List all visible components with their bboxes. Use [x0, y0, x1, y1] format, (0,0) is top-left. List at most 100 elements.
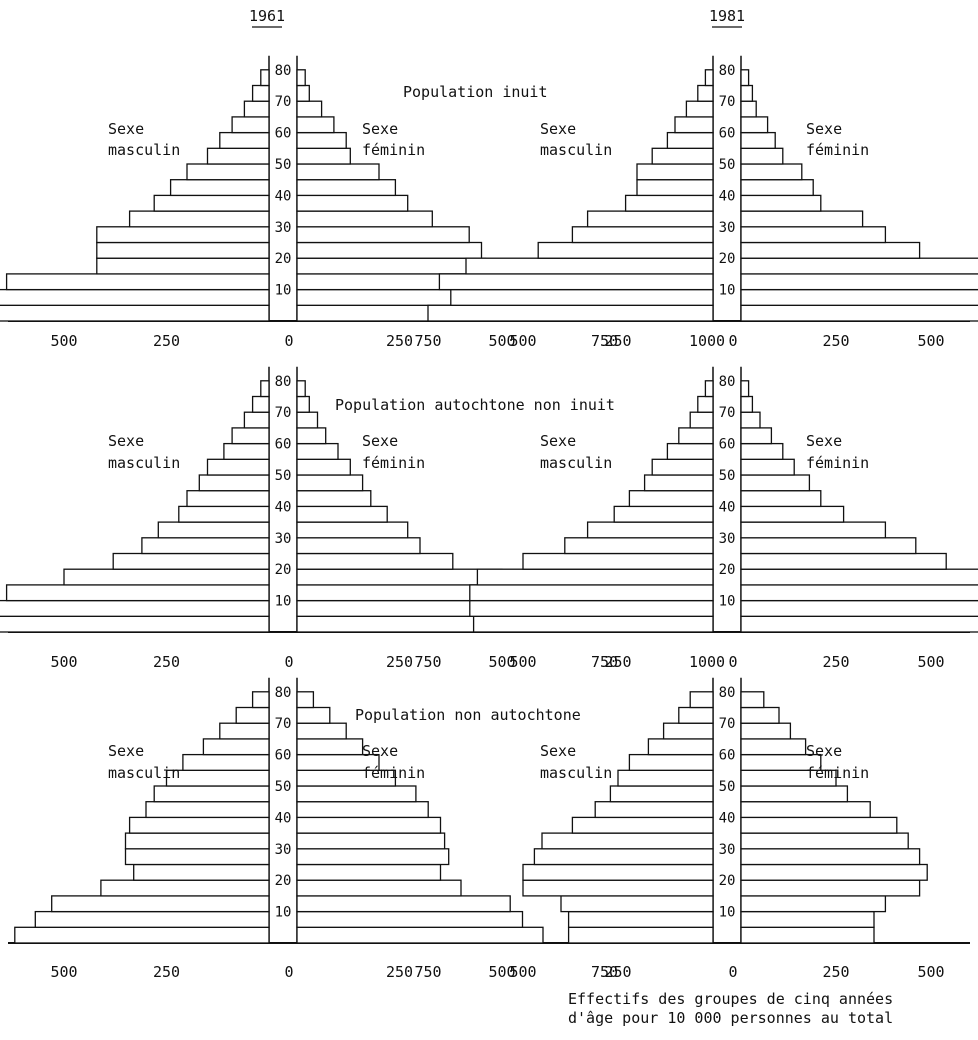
male-bar-age-5	[0, 288, 270, 306]
x-tick-0: 0	[728, 963, 737, 981]
age-tick-10: 10	[719, 905, 736, 921]
male-bar-age-60	[678, 427, 714, 445]
male-bar-age-15	[522, 879, 714, 897]
male-bar-age-0	[0, 304, 270, 322]
male-bar-age-60	[231, 116, 270, 134]
age-tick-30: 30	[275, 220, 292, 236]
female-label-line-1: Sexe	[362, 120, 398, 138]
female-label-line-1: Sexe	[806, 432, 842, 450]
age-tick-20: 20	[719, 873, 736, 889]
male-bar-age-70	[251, 84, 270, 102]
male-bar-age-5	[0, 599, 270, 617]
female-bar-age-0	[740, 926, 875, 944]
female-bar-age-20	[740, 241, 921, 259]
male-bar-age-35	[613, 505, 714, 523]
male-bar-age-75	[704, 380, 714, 398]
x-tick-female-500: 500	[488, 653, 515, 671]
age-tick-60: 60	[275, 126, 292, 142]
female-bar-age-70	[740, 395, 754, 413]
female-label-line-2: féminin	[806, 454, 869, 472]
age-tick-30: 30	[719, 220, 736, 236]
male-bar-age-5	[567, 910, 714, 928]
male-bar-age-30	[124, 832, 270, 850]
female-bar-age-15	[296, 879, 462, 897]
female-bar-age-15	[740, 257, 978, 275]
x-tick-male-250: 250	[153, 963, 180, 981]
male-bar-age-55	[666, 131, 714, 149]
age-tick-80: 80	[275, 374, 292, 390]
male-bar-age-60	[647, 738, 714, 756]
female-bar-age-40	[740, 179, 814, 197]
male-bar-age-70	[697, 395, 714, 413]
age-tick-20: 20	[275, 873, 292, 889]
footnote-line-2: d'âge pour 10 000 personnes au total	[568, 1009, 893, 1027]
age-tick-20: 20	[275, 562, 292, 578]
female-bar-age-75	[296, 69, 306, 87]
female-bar-age-65	[296, 100, 323, 118]
male-label-line-2: masculin	[108, 764, 180, 782]
male-bar-age-65	[243, 100, 270, 118]
female-bar-age-70	[740, 84, 754, 102]
x-tick-0: 0	[284, 653, 293, 671]
x-tick-male-500: 500	[50, 332, 77, 350]
x-tick-female-750: 750	[591, 653, 618, 671]
female-bar-age-55	[740, 131, 776, 149]
female-bar-age-10	[296, 895, 511, 913]
female-bar-age-75	[296, 691, 315, 709]
male-bar-age-65	[689, 411, 714, 429]
age-tick-50: 50	[719, 468, 736, 484]
female-bar-age-65	[740, 722, 792, 740]
male-label-line-2: masculin	[540, 454, 612, 472]
female-bar-age-30	[740, 832, 909, 850]
male-bar-age-60	[674, 116, 714, 134]
x-tick-female-500: 500	[917, 653, 944, 671]
female-bar-age-25	[296, 537, 421, 555]
male-bar-age-30	[586, 521, 714, 539]
female-bar-age-75	[740, 380, 750, 398]
x-tick-0: 0	[728, 653, 737, 671]
female-bar-age-5	[740, 910, 875, 928]
male-bar-age-20	[522, 863, 714, 881]
x-tick-male-250: 250	[604, 332, 631, 350]
male-bar-age-30	[128, 210, 270, 228]
female-bar-age-15	[296, 257, 487, 275]
female-bar-age-15	[740, 879, 921, 897]
age-tick-70: 70	[275, 405, 292, 421]
male-bar-age-40	[169, 179, 270, 197]
age-tick-60: 60	[275, 748, 292, 764]
age-tick-50: 50	[719, 157, 736, 173]
x-tick-female-500: 500	[488, 963, 515, 981]
x-tick-0: 0	[728, 332, 737, 350]
age-tick-20: 20	[719, 251, 736, 267]
male-bar-age-45	[636, 163, 714, 181]
female-bar-age-10	[740, 273, 978, 291]
age-tick-50: 50	[275, 468, 292, 484]
age-tick-30: 30	[719, 842, 736, 858]
age-tick-40: 40	[275, 499, 292, 515]
footnote-line-1: Effectifs des groupes de cinq années	[568, 990, 893, 1008]
male-label-line-2: masculin	[540, 764, 612, 782]
male-bar-age-65	[219, 722, 270, 740]
male-bar-age-20	[133, 863, 270, 881]
age-tick-50: 50	[275, 157, 292, 173]
male-bar-age-20	[522, 552, 714, 570]
male-bar-age-5	[34, 910, 270, 928]
male-bar-age-50	[165, 769, 270, 787]
female-bar-age-60	[740, 427, 773, 445]
female-label-line-2: féminin	[362, 141, 425, 159]
female-bar-age-70	[296, 84, 310, 102]
male-bar-age-45	[186, 163, 270, 181]
male-bar-age-55	[666, 442, 714, 460]
female-label-line-2: féminin	[362, 764, 425, 782]
age-tick-80: 80	[719, 685, 736, 701]
female-bar-age-5	[740, 288, 978, 306]
male-label-line-2: masculin	[108, 141, 180, 159]
female-bar-age-0	[740, 304, 978, 322]
male-label-line-1: Sexe	[540, 120, 576, 138]
male-bar-age-35	[624, 194, 714, 212]
female-label-line-1: Sexe	[806, 742, 842, 760]
male-bar-age-50	[651, 147, 714, 165]
age-tick-30: 30	[275, 531, 292, 547]
female-bar-age-25	[296, 848, 450, 866]
age-tick-70: 70	[275, 94, 292, 110]
